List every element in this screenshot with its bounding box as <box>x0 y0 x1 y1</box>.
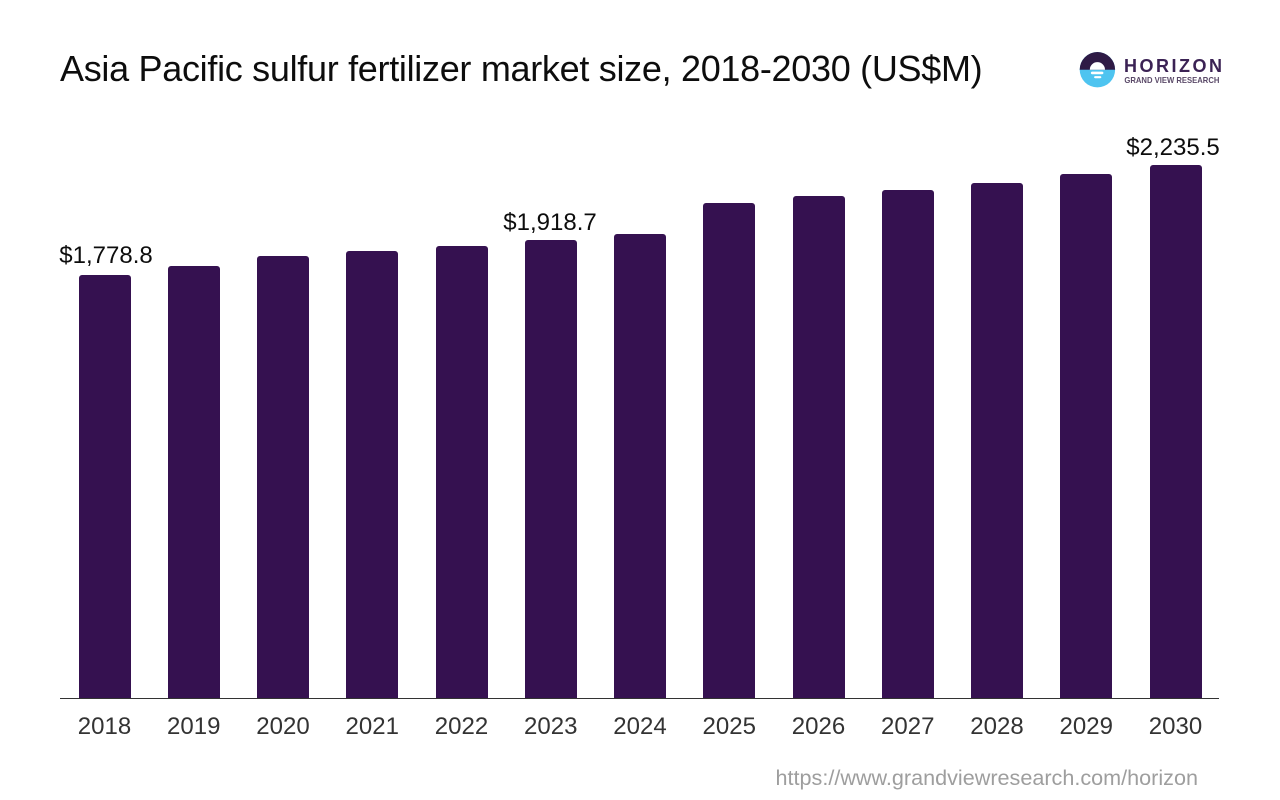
svg-text:GRAND VIEW RESEARCH: GRAND VIEW RESEARCH <box>1124 75 1219 85</box>
svg-text:HORIZON: HORIZON <box>1124 56 1224 76</box>
